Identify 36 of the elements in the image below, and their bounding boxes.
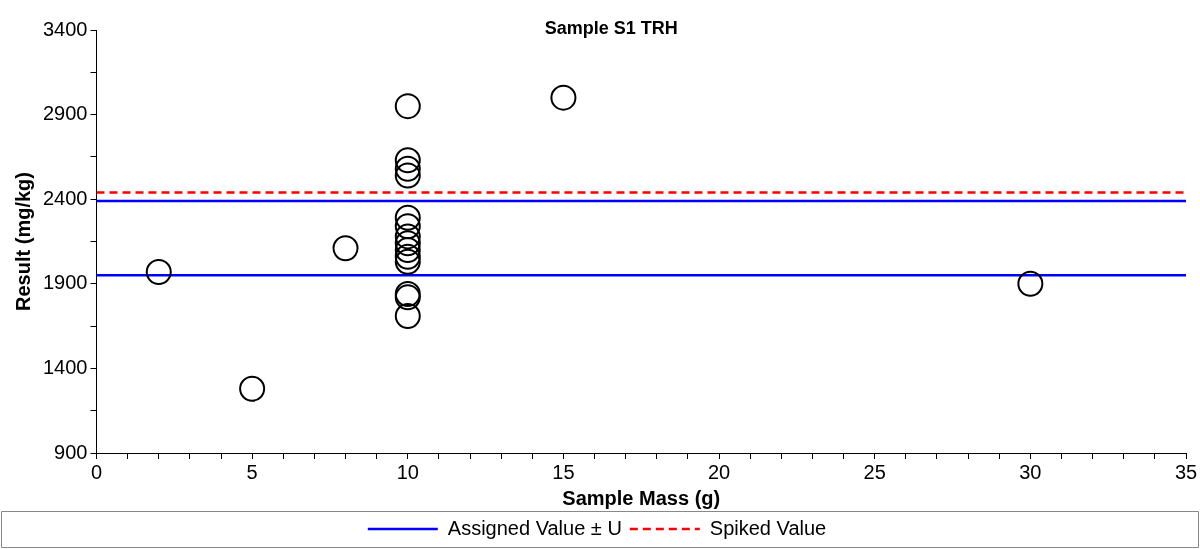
point [145, 258, 172, 285]
y-tick-label: 2400 [42, 186, 88, 209]
y-tick-label: 1400 [42, 355, 88, 378]
point [394, 213, 421, 240]
point [1017, 270, 1044, 297]
legend-label: Assigned Value ± U [447, 516, 622, 539]
y-axis-title: Result (mg/kg) [11, 172, 34, 311]
point [394, 302, 421, 329]
point [332, 235, 359, 262]
point [394, 155, 421, 182]
point [394, 204, 421, 231]
point [394, 230, 421, 257]
x-tick-label: 5 [246, 460, 258, 483]
x-tick-label: 20 [707, 460, 731, 483]
point [394, 223, 421, 250]
y-tick-label: 1900 [42, 271, 88, 294]
point [394, 243, 421, 270]
x-tick-label: 15 [552, 460, 575, 483]
x-tick-label: 25 [863, 460, 886, 483]
point [550, 84, 577, 111]
x-tick-label: 30 [1019, 460, 1042, 483]
x-tick-label: 0 [90, 460, 103, 483]
x-tick-label: 10 [396, 460, 419, 483]
x-tick-label: 35 [1174, 460, 1198, 483]
point [394, 147, 421, 174]
y-tick-label: 3400 [42, 17, 88, 40]
point [394, 93, 421, 120]
y-tick-label: 2900 [42, 102, 88, 125]
point [394, 162, 421, 189]
chart-title: Sample S1 TRH [544, 17, 678, 38]
y-tick-label: 900 [54, 440, 88, 463]
x-axis-title: Sample Mass (g) [562, 486, 721, 509]
point [394, 248, 421, 275]
legend-label: Spiked Value [709, 516, 827, 539]
point [394, 236, 421, 263]
point [239, 375, 266, 402]
